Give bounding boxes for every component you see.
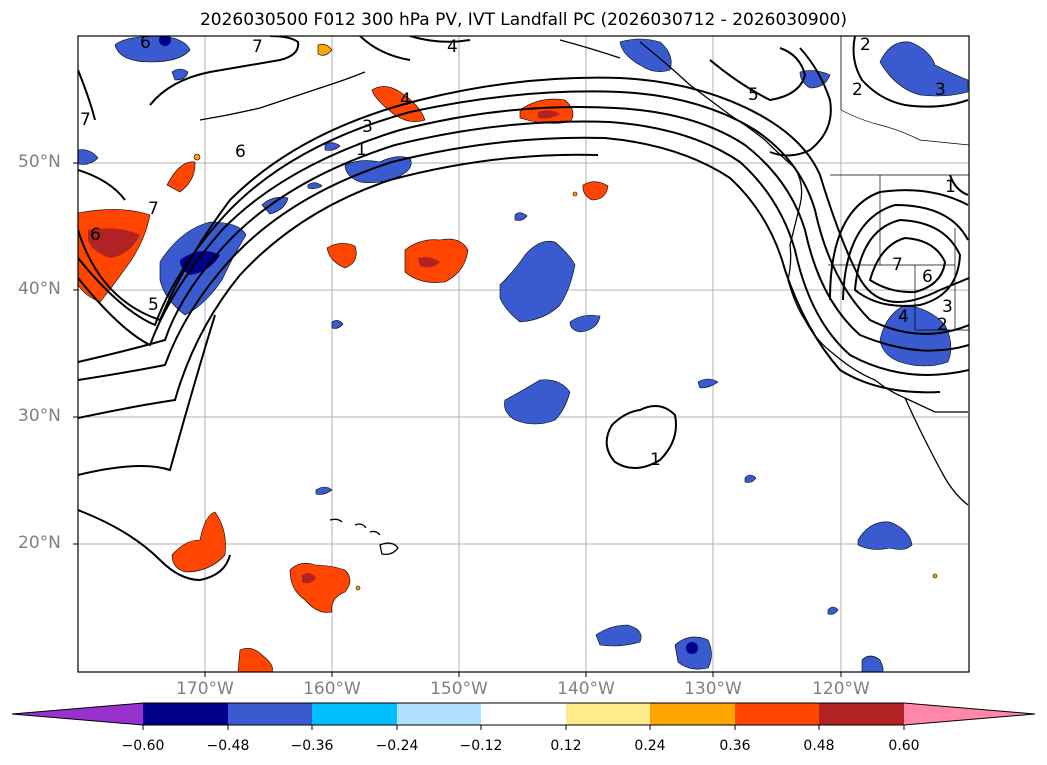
lon-label-150w: 150°W	[430, 679, 488, 699]
contour-label: 3	[935, 80, 946, 100]
colorbar-label: 0.12	[550, 738, 582, 754]
contour-label: 6	[90, 225, 101, 245]
contour-label: 6	[922, 267, 933, 287]
colorbar-label: −0.60	[121, 738, 165, 754]
contour-label: 1	[650, 450, 661, 470]
colorbar-extend-high	[904, 703, 1035, 725]
colorbar-swatch	[312, 703, 397, 725]
colorbar-label: 0.60	[888, 738, 920, 754]
contour-label: 1	[356, 140, 367, 160]
colorbar-label: 0.48	[803, 738, 835, 754]
contour-label: 6	[140, 33, 151, 53]
colorbar-label: 0.24	[634, 738, 666, 754]
contour-label: 7	[148, 199, 159, 219]
lon-label-140w: 140°W	[557, 679, 615, 699]
colorbar-swatch	[481, 703, 566, 725]
colorbar-swatch	[650, 703, 735, 725]
pv-negative-anomalies	[78, 36, 969, 672]
contour-label: 6	[235, 142, 246, 162]
colorbar-swatch	[819, 703, 904, 725]
lon-label-170w: 170°W	[176, 679, 234, 699]
colorbar-label: −0.12	[459, 738, 503, 754]
colorbar-label: −0.36	[290, 738, 334, 754]
ivt-contours	[78, 36, 969, 582]
colorbar-swatch	[397, 703, 481, 725]
contour-label: 2	[860, 35, 871, 55]
colorbar-swatch	[228, 703, 312, 725]
lat-label-20n: 20°N	[18, 533, 61, 553]
contour-label: 3	[942, 297, 953, 317]
contour-label: 7	[80, 110, 91, 130]
colorbar-swatch	[566, 703, 650, 725]
contour-label: 7	[252, 37, 263, 57]
contour-label: 4	[447, 37, 458, 57]
colorbar-label: −0.48	[206, 738, 250, 754]
lat-label-40n: 40°N	[18, 279, 61, 299]
colorbar-swatch	[735, 703, 819, 725]
borders	[828, 36, 969, 331]
contour-label: 3	[362, 117, 373, 137]
contour-label: 2	[852, 80, 863, 100]
colorbar-label: 0.36	[719, 738, 751, 754]
contour-label: 5	[148, 295, 159, 315]
coastlines	[199, 39, 969, 556]
lat-label-50n: 50°N	[18, 152, 61, 172]
lon-label-160w: 160°W	[303, 679, 361, 699]
map-frame	[77, 35, 970, 673]
contour-label: 1	[945, 177, 956, 197]
contour-label: 7	[892, 255, 903, 275]
colorbar-label: −0.24	[375, 738, 419, 754]
colorbar-swatch	[143, 703, 228, 725]
colorbar	[11, 702, 1036, 730]
contour-label: 4	[898, 307, 909, 327]
contour-labels: 6 7 4 2 3 5 1 7 6 3 1 6 7 4 2 7 6 4 3 2 …	[80, 33, 956, 470]
map-title: 2026030500 F012 300 hPa PV, IVT Landfall…	[199, 10, 847, 30]
contour-label: 4	[400, 90, 411, 110]
lat-label-30n: 30°N	[18, 406, 61, 426]
contour-label: 5	[748, 85, 759, 105]
contour-label: 2	[937, 315, 948, 335]
lon-label-120w: 120°W	[812, 679, 870, 699]
colorbar-extend-low	[12, 703, 143, 725]
lon-label-130w: 130°W	[684, 679, 742, 699]
